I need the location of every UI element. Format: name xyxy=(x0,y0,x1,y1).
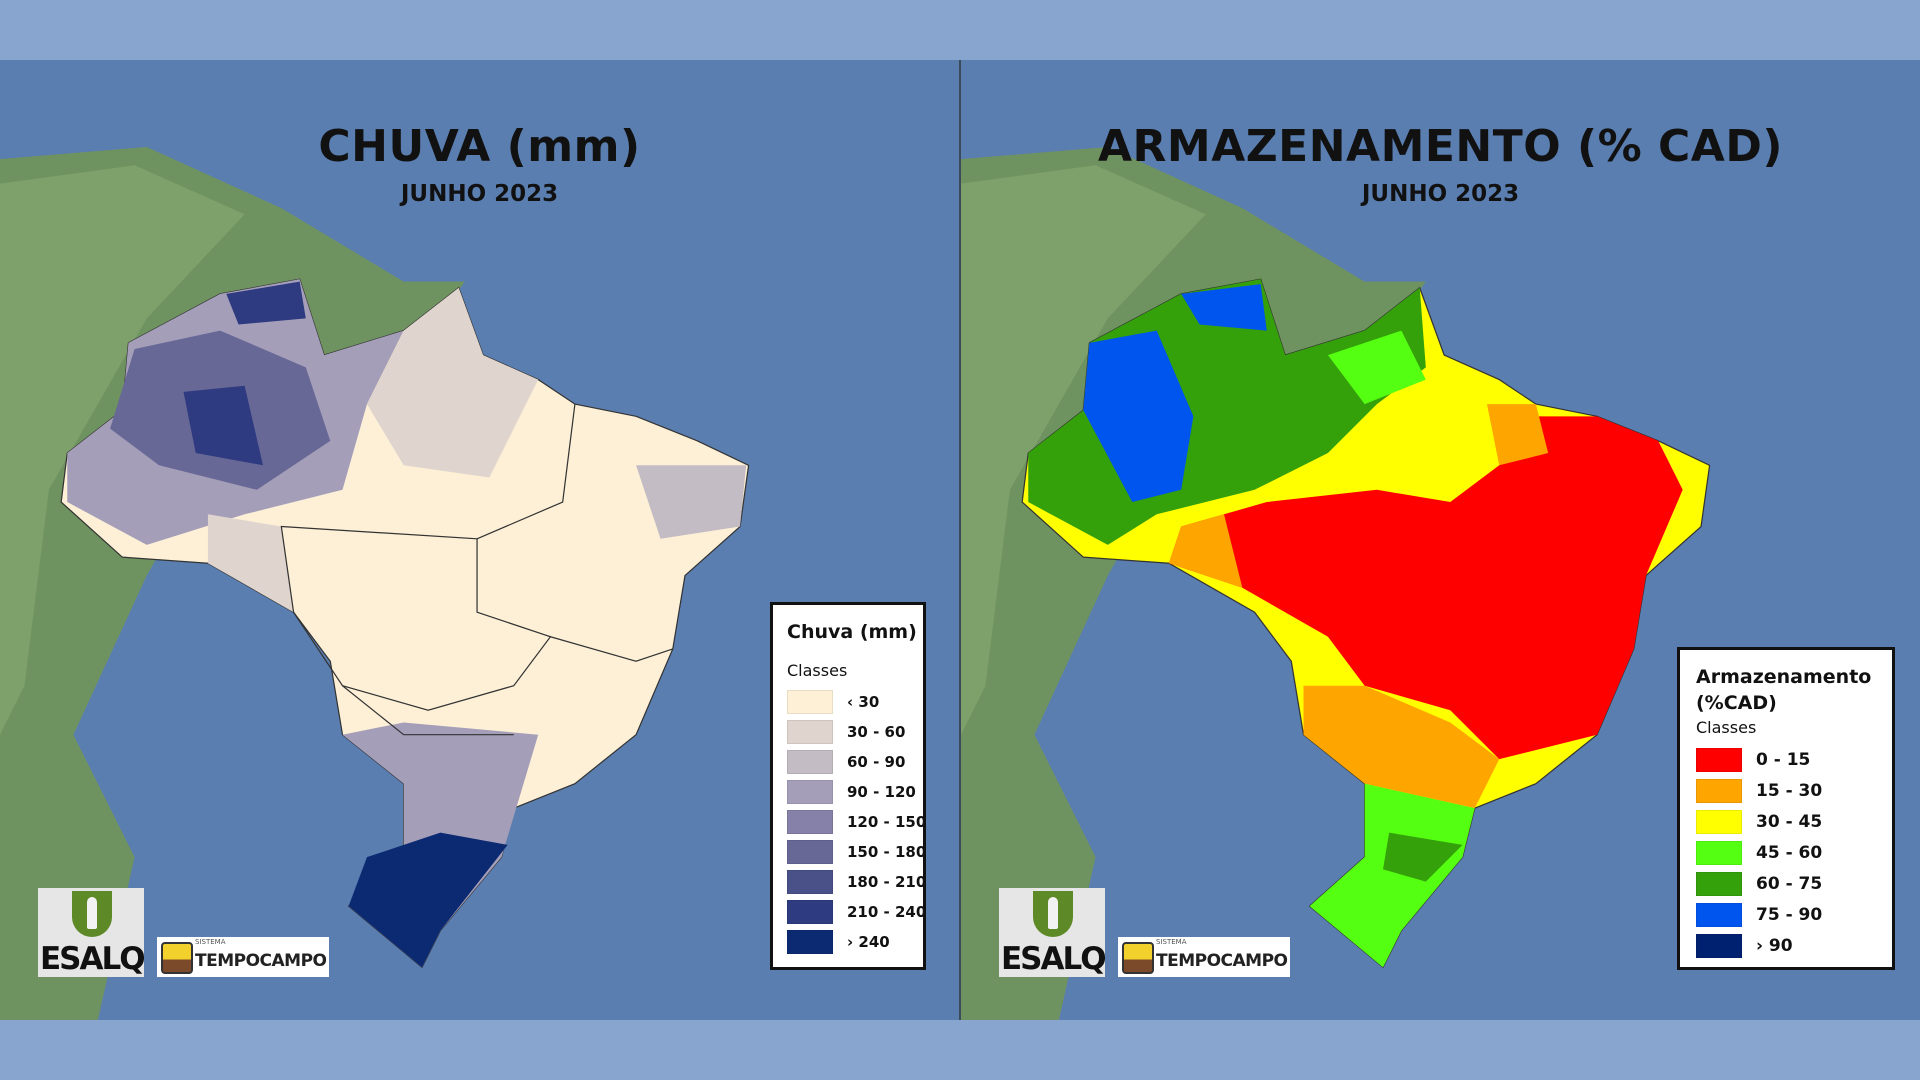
legend-swatch xyxy=(787,810,833,834)
legend-swatch xyxy=(1696,778,1742,803)
legend-classes-label: Classes xyxy=(1696,718,1757,737)
tempocampo-icon xyxy=(1122,942,1154,974)
legend-swatch xyxy=(1696,840,1742,865)
legend-swatch xyxy=(787,870,833,894)
legend-swatch xyxy=(1696,902,1742,927)
map-title: CHUVA (mm) xyxy=(318,121,641,172)
rainfall-map-panel: CHUVA (mm) JUNHO 2023 Chuva (mm) Classes… xyxy=(0,60,959,1020)
storage-legend: Armazenamento (%CAD) Classes 0 - 15 15 - … xyxy=(1677,647,1895,970)
esalq-logo-text: ESALQ xyxy=(40,941,146,977)
legend-class-row: 60 - 75 xyxy=(1696,868,1892,899)
esalq-logo: ESALQ xyxy=(38,888,146,977)
legend-class-row: 150 - 180 xyxy=(787,837,927,867)
tempocampo-logo: SISTEMA TEMPOCAMPO xyxy=(1118,937,1290,977)
legend-class-row: 0 - 15 xyxy=(1696,744,1892,775)
esalq-shield-icon xyxy=(1033,891,1073,937)
legend-swatch xyxy=(1696,809,1742,834)
legend-title: Armazenamento (%CAD) xyxy=(1696,666,1872,714)
legend-class-label: 120 - 150 xyxy=(847,813,927,831)
legend-class-row: › 240 xyxy=(787,927,923,957)
legend-swatch xyxy=(787,840,833,864)
legend-swatch xyxy=(787,900,833,924)
legend-class-label: 60 - 75 xyxy=(1756,873,1823,894)
map-title: ARMAZENAMENTO (% CAD) xyxy=(1097,121,1783,172)
legend-class-label: › 240 xyxy=(847,933,890,951)
map-subtitle: JUNHO 2023 xyxy=(1361,181,1520,207)
legend-swatch xyxy=(1696,871,1742,896)
storage-map-panel: ARMAZENAMENTO (% CAD) JUNHO 2023 Armazen… xyxy=(961,60,1920,1020)
legend-class-row: 210 - 240 xyxy=(787,897,927,927)
legend-swatch xyxy=(787,750,833,774)
tempocampo-text: TEMPOCAMPO xyxy=(1156,951,1288,971)
legend-class-row: 180 - 210 xyxy=(787,867,927,897)
esalq-logo-text: ESALQ xyxy=(1001,941,1107,977)
legend-class-row: 30 - 60 xyxy=(787,717,923,747)
legend-class-label: 0 - 15 xyxy=(1756,749,1811,770)
legend-class-label: ‹ 30 xyxy=(847,693,880,711)
legend-class-label: 90 - 120 xyxy=(847,783,916,801)
legend-swatch xyxy=(787,780,833,804)
legend-class-row: ‹ 30 xyxy=(787,687,923,717)
legend-class-row: 45 - 60 xyxy=(1696,837,1892,868)
legend-title: Chuva (mm) xyxy=(787,621,917,643)
legend-class-row: 60 - 90 xyxy=(787,747,923,777)
legend-class-row: › 90 xyxy=(1696,930,1892,961)
legend-class-label: 30 - 45 xyxy=(1756,811,1823,832)
legend-class-label: 15 - 30 xyxy=(1756,780,1823,801)
panel-divider xyxy=(959,60,961,1020)
rainfall-legend: Chuva (mm) Classes ‹ 30 30 - 60 60 - 90 90 … xyxy=(770,602,926,970)
legend-class-row: 120 - 150 xyxy=(787,807,927,837)
legend-class-label: 150 - 180 xyxy=(847,843,927,861)
rainfall-map xyxy=(0,60,959,1020)
legend-swatch xyxy=(787,930,833,954)
tempocampo-text: TEMPOCAMPO xyxy=(195,951,327,971)
legend-swatch xyxy=(1696,933,1742,958)
legend-class-row: 15 - 30 xyxy=(1696,775,1892,806)
legend-class-label: 30 - 60 xyxy=(847,723,906,741)
legend-class-row: 90 - 120 xyxy=(787,777,923,807)
tempocampo-icon xyxy=(161,942,193,974)
map-subtitle: JUNHO 2023 xyxy=(400,181,559,207)
legend-class-label: 45 - 60 xyxy=(1756,842,1823,863)
legend-class-row: 75 - 90 xyxy=(1696,899,1892,930)
legend-swatch xyxy=(1696,747,1742,772)
tempocampo-small-text: SISTEMA xyxy=(1156,938,1187,946)
legend-class-row: 30 - 45 xyxy=(1696,806,1892,837)
legend-class-label: 75 - 90 xyxy=(1756,904,1823,925)
legend-class-label: 210 - 240 xyxy=(847,903,927,921)
legend-class-label: 60 - 90 xyxy=(847,753,906,771)
tempocampo-small-text: SISTEMA xyxy=(195,938,226,946)
legend-classes-label: Classes xyxy=(787,661,848,680)
legend-swatch xyxy=(787,720,833,744)
legend-class-label: › 90 xyxy=(1756,935,1793,956)
esalq-logo: ESALQ xyxy=(999,888,1107,977)
tempocampo-logo: SISTEMA TEMPOCAMPO xyxy=(157,937,329,977)
legend-class-label: 180 - 210 xyxy=(847,873,927,891)
legend-swatch xyxy=(787,690,833,714)
esalq-shield-icon xyxy=(72,891,112,937)
